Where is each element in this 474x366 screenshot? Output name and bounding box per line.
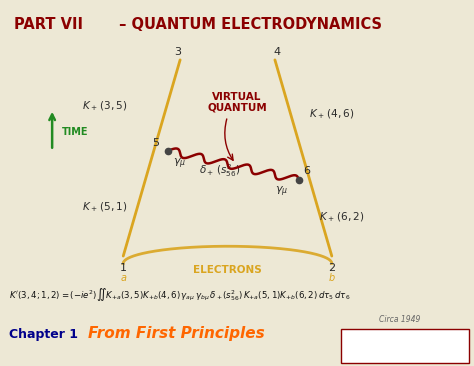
Text: b: b: [328, 273, 335, 283]
Text: Chapter 1: Chapter 1: [9, 328, 79, 341]
Text: $K'(3,4;1,2)=(-ie^2)\iint K_{+a}(3,5)K_{+b}(4,6)\,\gamma_{a\mu}\,\gamma_{b\mu}\,: $K'(3,4;1,2)=(-ie^2)\iint K_{+a}(3,5)K_{…: [9, 286, 351, 303]
Text: 3: 3: [174, 48, 181, 57]
Text: – QUANTUM ELECTRODYNAMICS: – QUANTUM ELECTRODYNAMICS: [114, 17, 382, 31]
Text: 4: 4: [273, 48, 281, 57]
Text: Circa 1949: Circa 1949: [379, 315, 420, 325]
Text: $K_+\,(4,6)$: $K_+\,(4,6)$: [309, 107, 355, 121]
Text: $\delta_+\,(s^2_{56})$: $\delta_+\,(s^2_{56})$: [199, 162, 240, 179]
Text: ELECTRONS: ELECTRONS: [193, 265, 262, 274]
Text: 1: 1: [120, 264, 127, 273]
Text: $K_+\,(6,2)$: $K_+\,(6,2)$: [319, 210, 364, 224]
Text: 6: 6: [303, 167, 310, 176]
Text: 2: 2: [328, 264, 336, 273]
Text: QUANTUM: QUANTUM: [207, 103, 267, 113]
Text: January 2017 – R4.4: January 2017 – R4.4: [366, 332, 445, 338]
Text: TIME: TIME: [62, 127, 88, 137]
FancyBboxPatch shape: [341, 329, 469, 363]
Text: $K_+\,(5,1)$: $K_+\,(5,1)$: [82, 200, 127, 214]
Text: $K_+\,(3,5)$: $K_+\,(3,5)$: [82, 100, 127, 113]
Text: a: a: [120, 273, 126, 283]
Text: From First Principles: From First Principles: [88, 326, 264, 341]
Text: VIRTUAL: VIRTUAL: [212, 92, 262, 101]
Text: $\gamma_{\mu}$: $\gamma_{\mu}$: [275, 185, 288, 199]
Text: 5: 5: [152, 138, 159, 148]
Text: $\gamma_{\mu}$: $\gamma_{\mu}$: [173, 157, 186, 171]
Text: Maurice R. TREMBLAY: Maurice R. TREMBLAY: [362, 347, 448, 354]
Text: PART VII: PART VII: [14, 17, 83, 31]
